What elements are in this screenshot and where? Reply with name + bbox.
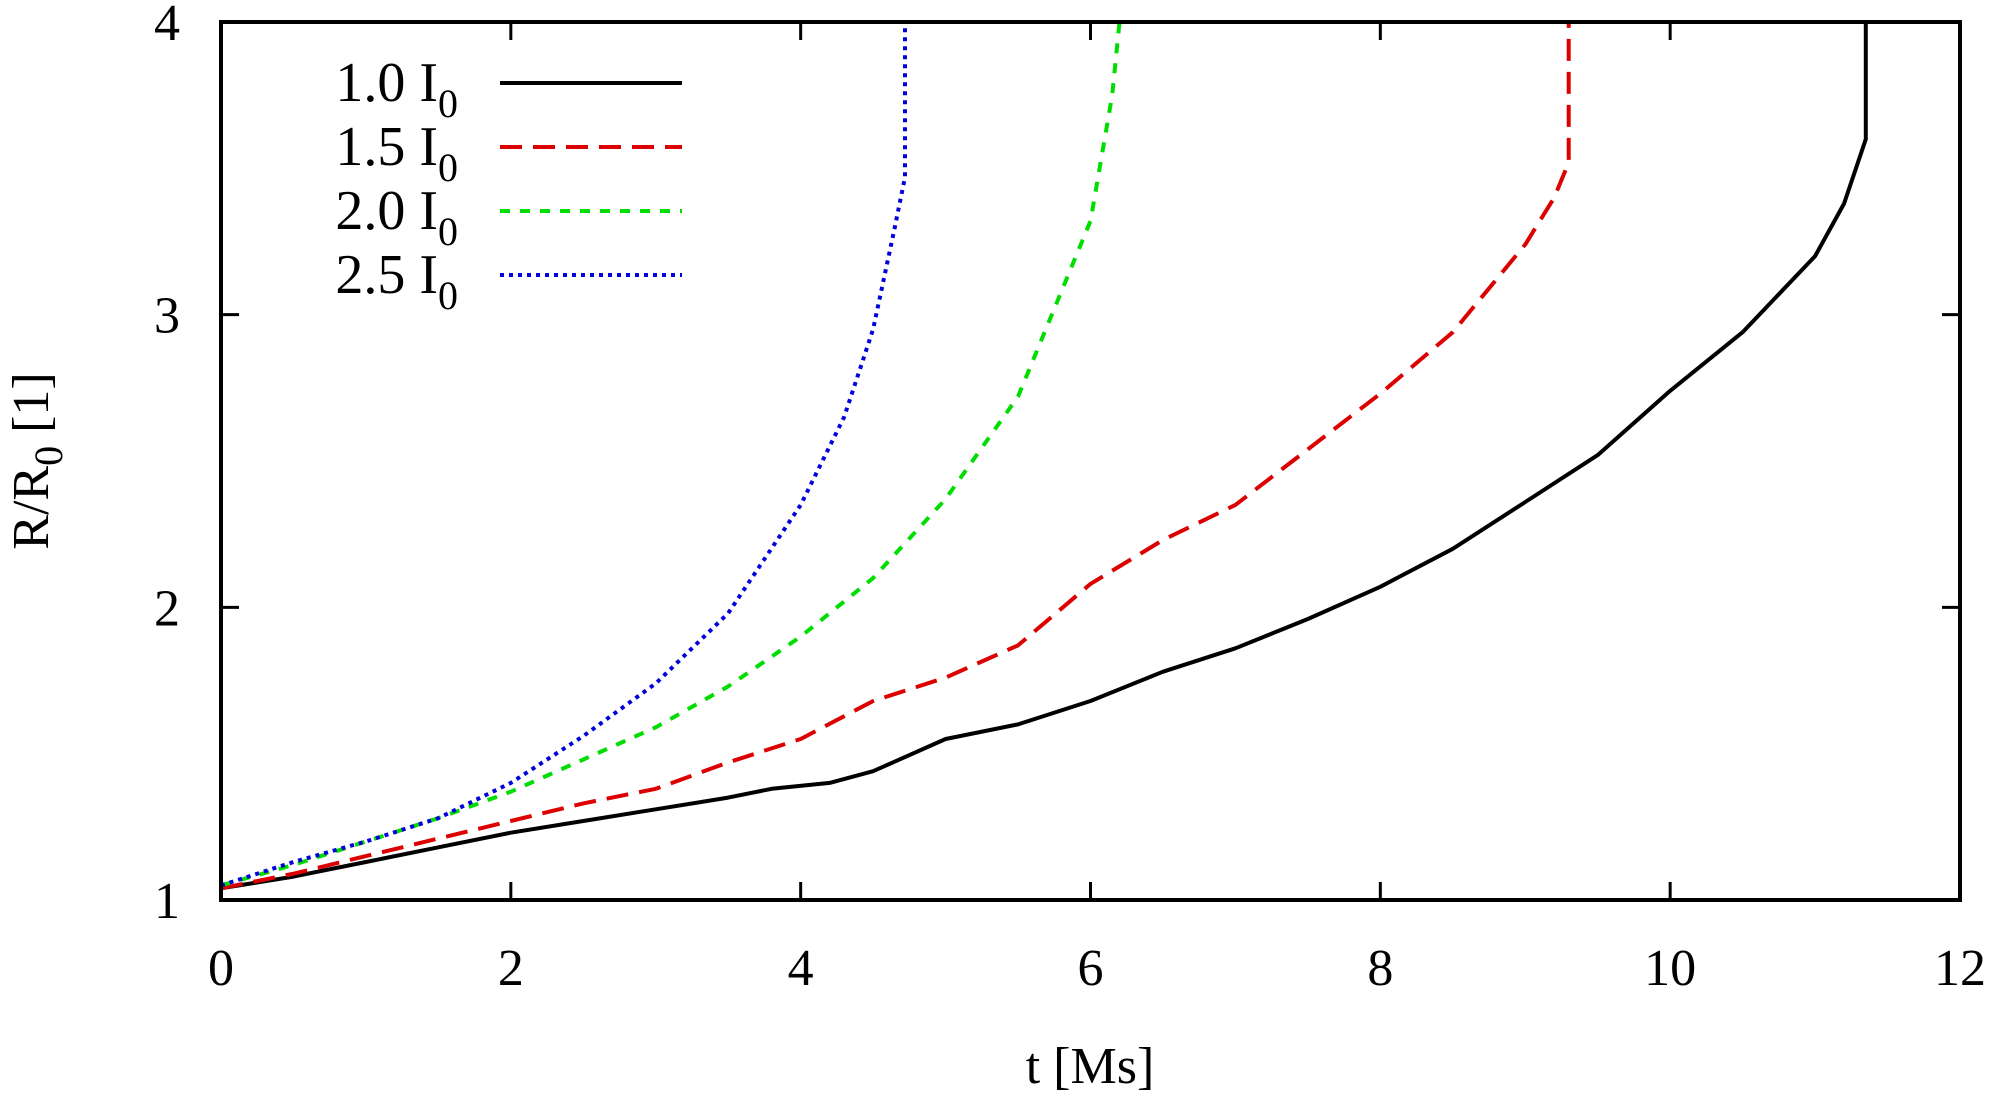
legend-label: 1.5 I0 [335,116,458,190]
x-tick-label: 2 [498,940,524,997]
series-line-3 [220,21,1122,888]
x-tick-label: 6 [1078,940,1104,997]
plot-frame [219,20,1962,902]
x-axis-title: t [Ms] [1026,1038,1155,1095]
y-tick-label: 4 [154,0,180,52]
y-axis-title: R/R0 [1] [3,372,71,549]
x-tick-label: 4 [788,940,814,997]
x-tick-label: 0 [208,940,234,997]
series-line-1 [220,22,1868,891]
y-tick-label: 3 [154,288,180,345]
legend-label: 2.0 I0 [335,180,458,254]
series-line-4 [220,22,907,888]
legend: 1.0 I01.5 I02.0 I02.5 I0 [335,52,682,318]
legend-label: 2.5 I0 [335,244,458,318]
y-tick-label: 1 [154,873,180,930]
x-tick-label: 8 [1367,940,1393,997]
x-tick-label: 12 [1934,940,1986,997]
series-line-2 [220,22,1571,891]
x-tick-label: 10 [1644,940,1696,997]
y-tick-label: 2 [154,580,180,637]
legend-label: 1.0 I0 [335,52,458,126]
